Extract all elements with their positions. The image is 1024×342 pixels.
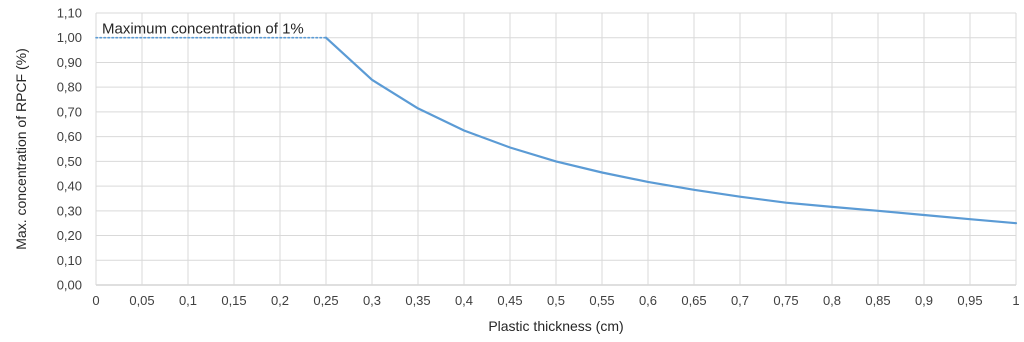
y-axis-title: Max. concentration of RPCF (%) (13, 48, 29, 250)
x-tick-label: 0 (92, 293, 99, 308)
x-tick-label: 0,15 (221, 293, 246, 308)
x-tick-label: 0,95 (957, 293, 982, 308)
x-tick-label: 0,9 (915, 293, 933, 308)
x-tick-label: 0,85 (865, 293, 890, 308)
x-tick-label: 0,25 (313, 293, 338, 308)
y-tick-label: 0,10 (57, 253, 82, 268)
max-concentration-annotation: Maximum concentration of 1% (102, 21, 304, 38)
x-tick-label: 1 (1012, 293, 1019, 308)
x-tick-label: 0,2 (271, 293, 289, 308)
y-tick-label: 0,80 (57, 80, 82, 95)
x-tick-label: 0,55 (589, 293, 614, 308)
x-tick-label: 0,4 (455, 293, 473, 308)
x-tick-label: 0,65 (681, 293, 706, 308)
y-tick-label: 1,10 (57, 6, 82, 21)
x-tick-label: 0,1 (179, 293, 197, 308)
x-tick-label: 0,3 (363, 293, 381, 308)
series-group (95, 36, 1018, 225)
series-line-solid (324, 36, 1018, 225)
y-axis-ticks: 0,00 0,10 0,20 0,30 0,40 0,50 0,60 0,70 0,80 0,90… (57, 6, 82, 293)
y-tick-label: 0,20 (57, 228, 82, 243)
x-axis-title: Plastic thickness (cm) (488, 318, 623, 334)
y-tick-label: 0,70 (57, 104, 82, 119)
x-axis-ticks: 0 0,05 0,1 0,15 0,2 0,25 0,3 0,35 0,4 0,45 0,5 0,55… (92, 293, 1019, 308)
x-tick-label: 0,7 (731, 293, 749, 308)
x-tick-label: 0,35 (405, 293, 430, 308)
y-tick-label: 0,50 (57, 154, 82, 169)
x-tick-label: 0,6 (639, 293, 657, 308)
grid-lines (95, 12, 1017, 286)
y-tick-label: 1,00 (57, 30, 82, 45)
y-tick-label: 0,30 (57, 203, 82, 218)
y-tick-label: 0,40 (57, 179, 82, 194)
y-tick-label: 0,60 (57, 129, 82, 144)
y-tick-label: 0,00 (57, 278, 82, 293)
x-tick-label: 0,5 (547, 293, 565, 308)
x-tick-label: 0,05 (129, 293, 154, 308)
x-tick-label: 0,45 (497, 293, 522, 308)
x-tick-label: 0,8 (823, 293, 841, 308)
x-tick-label: 0,75 (773, 293, 798, 308)
y-tick-label: 0,90 (57, 55, 82, 70)
